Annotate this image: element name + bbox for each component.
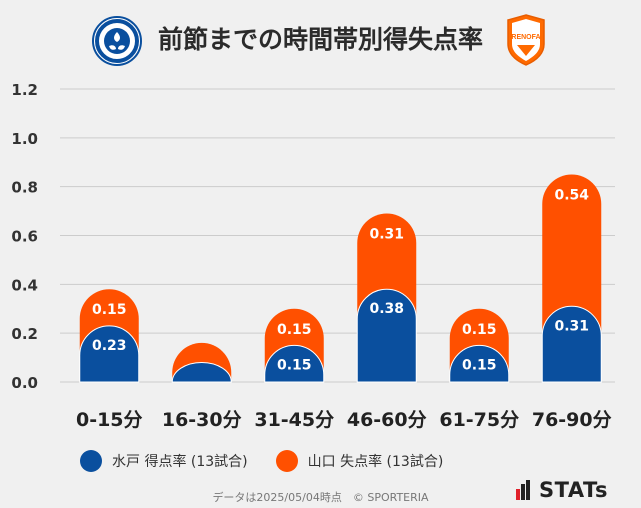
legend-swatch-yamaguchi (275, 450, 298, 472)
y-tick-label: 0.0 (11, 374, 38, 392)
data-label-yamaguchi: 0.54 (554, 187, 589, 203)
bar-mito (171, 362, 232, 383)
data-label-yamaguchi: 0.15 (92, 302, 127, 318)
x-tick-label: 61-75分 (439, 409, 519, 431)
y-tick-label: 0.6 (11, 228, 38, 246)
data-label-yamaguchi: 0.15 (462, 322, 497, 338)
bar-mito (449, 344, 510, 383)
y-axis: 0.0 0.2 0.4 0.6 0.8 1.0 1.2 (11, 81, 38, 392)
data-label-yamaguchi: 0.15 (277, 322, 312, 338)
renofa-yamaguchi-logo: RENOFA (507, 14, 545, 66)
data-label-mito: 0.15 (462, 357, 497, 373)
y-tick-label: 1.0 (11, 130, 38, 148)
bars: 0.23 0.15 0.15 0.15 0.38 0.31 0.15 0.15 0.31 0.54 (79, 174, 602, 383)
data-label-mito: 0.38 (369, 301, 404, 317)
x-tick-label: 16-30分 (162, 409, 242, 431)
stats-logo: STATs (516, 478, 608, 502)
data-label-mito: 0.31 (554, 318, 589, 334)
x-tick-label: 46-60分 (347, 409, 427, 431)
legend-label-mito: 水戸 得点率 (13試合) (112, 454, 248, 470)
data-label-yamaguchi: 0.31 (369, 227, 404, 243)
renofa-logo-text: RENOFA (511, 34, 540, 41)
stats-logo-text: STATs (539, 478, 608, 502)
legend-swatch-mito (80, 450, 102, 472)
legend-item-mito: 水戸 得点率 (13試合) (80, 450, 248, 472)
y-tick-label: 0.4 (11, 276, 38, 294)
grid-lines (60, 88, 615, 383)
y-tick-label: 0.2 (11, 325, 38, 343)
bar-mito (264, 344, 325, 383)
x-tick-label: 0-15分 (76, 409, 143, 431)
x-tick-label: 76-90分 (532, 409, 612, 431)
y-tick-label: 1.2 (11, 81, 38, 99)
data-label-mito: 0.15 (277, 357, 312, 373)
bar-mito (79, 325, 140, 383)
x-tick-label: 31-45分 (254, 409, 334, 431)
data-source-note: データは2025/05/04時点 © SPORTERIA (212, 491, 429, 504)
x-axis: 0-15分 16-30分 31-45分 46-60分 61-75分 76-90分 (76, 409, 612, 431)
bar-mito (541, 305, 602, 383)
legend-item-yamaguchi: 山口 失点率 (13試合) (275, 450, 444, 472)
stats-logo-icon (516, 480, 530, 500)
y-tick-label: 0.8 (11, 179, 38, 197)
mito-hollyhock-logo (92, 16, 142, 66)
chart-title: 前節までの時間帯別得失点率 (157, 25, 483, 54)
data-label-mito: 0.23 (92, 338, 127, 354)
legend: 水戸 得点率 (13試合) 山口 失点率 (13試合) (80, 448, 471, 474)
bar-mito (356, 288, 417, 383)
legend-label-yamaguchi: 山口 失点率 (13試合) (307, 454, 444, 470)
